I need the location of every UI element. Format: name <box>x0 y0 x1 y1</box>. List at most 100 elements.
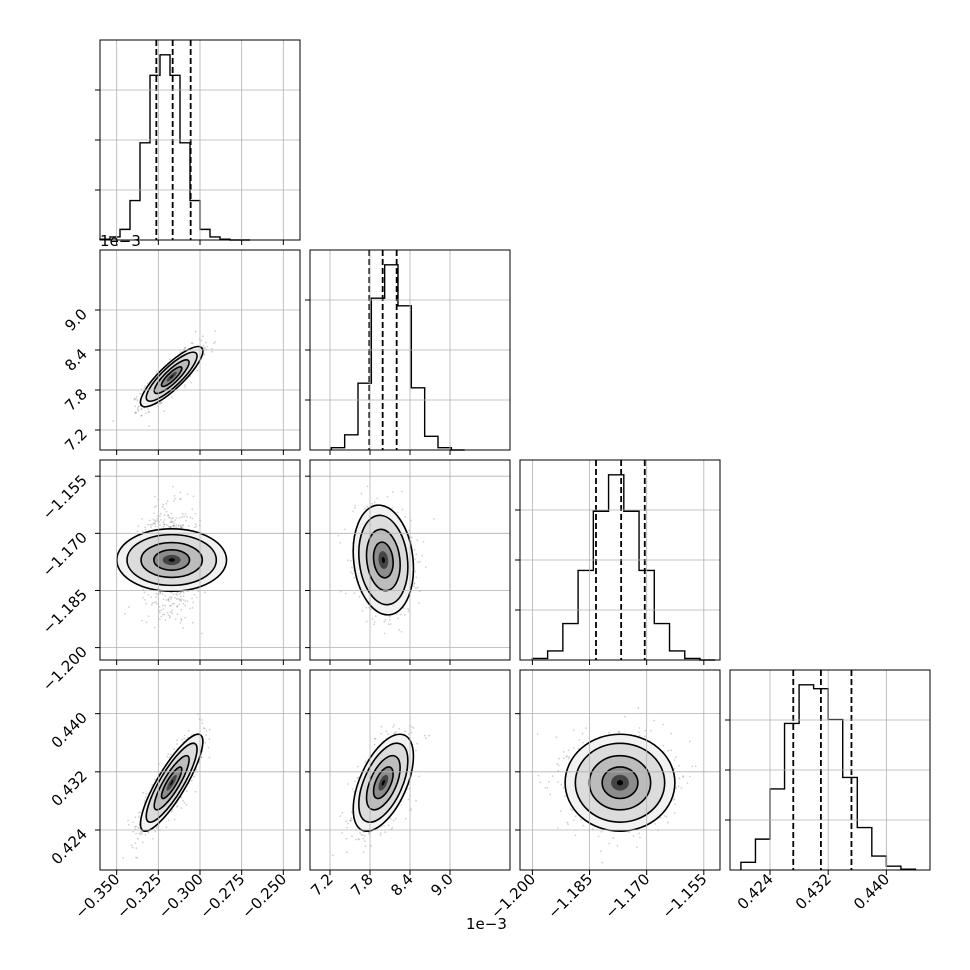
scatter-point <box>170 596 173 599</box>
scatter-point <box>144 526 147 529</box>
scatter-point <box>135 412 138 414</box>
scatter-point <box>404 730 407 732</box>
scatter-point <box>144 528 147 531</box>
panel-content <box>122 713 211 859</box>
scatter-point <box>182 602 185 605</box>
scatter-point <box>127 606 130 608</box>
scatter-point <box>353 576 356 579</box>
scatter-point <box>555 736 558 739</box>
scatter-point <box>557 827 559 829</box>
scatter-point <box>347 783 349 785</box>
scatter-point <box>349 819 352 822</box>
scatter-point <box>135 856 137 859</box>
scatter-point <box>422 540 425 543</box>
scatter-point <box>162 613 164 616</box>
scatter-point <box>364 845 367 848</box>
scatter-point <box>144 833 147 836</box>
scatter-point <box>183 734 186 737</box>
scatter-point <box>670 749 673 752</box>
scatter-point <box>616 844 619 847</box>
scatter-point <box>153 778 156 781</box>
scatter-point <box>170 518 173 520</box>
scatter-point <box>416 586 419 589</box>
scatter-point <box>373 737 376 740</box>
scatter-point <box>136 399 139 402</box>
scatter-point <box>578 739 581 741</box>
scatter-point <box>137 837 139 840</box>
scatter-point <box>152 512 155 515</box>
scatter-point <box>127 819 129 822</box>
scatter-point <box>185 519 188 522</box>
scatter-point <box>169 525 172 528</box>
scatter-point <box>153 519 156 522</box>
scatter-point <box>159 591 162 594</box>
scatter-point <box>177 525 180 527</box>
scatter-point <box>172 521 175 523</box>
scatter-point <box>416 561 419 564</box>
scatter-point <box>415 749 417 752</box>
scatter-point <box>371 502 373 505</box>
scatter-point <box>170 396 173 398</box>
scatter-point <box>415 587 417 590</box>
scatter-point <box>413 548 416 551</box>
scatter-point <box>186 515 188 518</box>
scatter-point <box>193 775 196 778</box>
scatter-point <box>385 730 388 733</box>
scatter-point <box>202 335 204 338</box>
scatter-point <box>139 392 142 395</box>
scatter-point <box>433 518 435 520</box>
scatter-point <box>411 725 413 728</box>
scatter-point <box>410 808 413 810</box>
scatter-point <box>161 593 164 595</box>
scatter-point <box>169 521 172 523</box>
scatter-point <box>203 727 206 730</box>
scatter-point <box>413 583 416 585</box>
scatter-point <box>159 512 162 515</box>
scatter-point <box>213 342 215 345</box>
scatter-point <box>163 410 166 413</box>
scatter-point <box>162 608 165 610</box>
scatter-point <box>148 425 151 427</box>
scatter-point <box>398 628 401 631</box>
scatter-point <box>174 618 177 621</box>
scatter-point <box>167 598 170 601</box>
scatter-point <box>404 817 407 820</box>
scatter-point <box>177 597 179 600</box>
scatter-point <box>191 508 194 511</box>
scatter-point <box>149 523 152 526</box>
scatter-point <box>191 607 194 609</box>
scatter-point <box>393 732 396 734</box>
scatter-point <box>144 385 147 388</box>
scatter-point <box>146 382 149 385</box>
scatter-point <box>357 776 360 779</box>
scatter-point <box>644 729 647 732</box>
scatter-point <box>140 414 143 417</box>
scatter-point <box>145 602 148 605</box>
scatter-point <box>134 405 137 408</box>
scatter-point <box>190 381 193 384</box>
scatter-point <box>147 408 150 411</box>
scatter-panel-3-0 <box>122 713 211 859</box>
scatter-point <box>169 604 172 607</box>
scatter-point <box>380 725 383 728</box>
scatter-point <box>353 790 355 793</box>
scatter-point <box>163 514 166 517</box>
scatter-point <box>176 805 179 807</box>
scatter-point <box>180 599 183 602</box>
scatter-point <box>143 799 146 802</box>
scatter-point <box>373 620 376 623</box>
scatter-point <box>423 734 426 737</box>
scatter-point <box>136 530 139 532</box>
scatter-point <box>136 396 138 398</box>
scatter-point <box>173 525 175 528</box>
scatter-point <box>388 616 391 618</box>
scatter-point <box>362 851 365 854</box>
scatter-point <box>191 517 194 520</box>
scatter-point <box>672 799 675 801</box>
scatter-point <box>133 398 136 401</box>
scatter-point <box>363 840 366 842</box>
scatter-point <box>202 344 205 347</box>
scatter-point <box>183 347 186 350</box>
scatter-point <box>194 523 197 525</box>
scatter-point <box>180 591 182 594</box>
